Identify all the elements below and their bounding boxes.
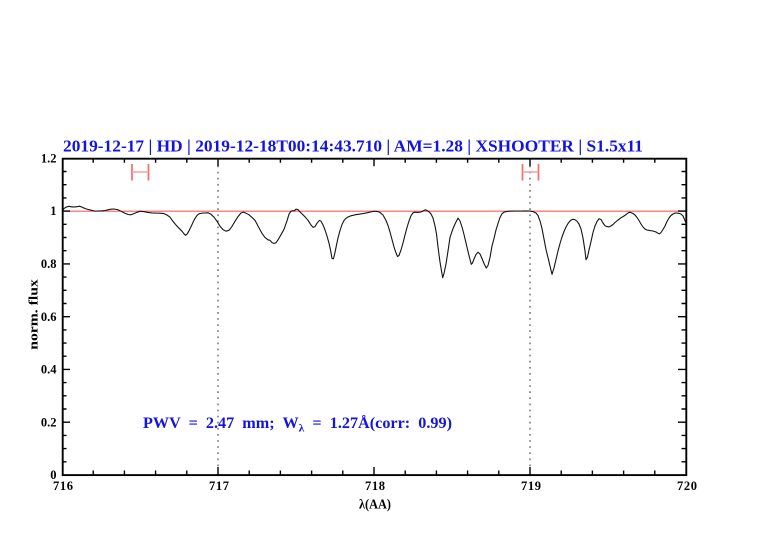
svg-text:717: 717 <box>209 479 229 493</box>
svg-text:0.8: 0.8 <box>41 257 57 271</box>
svg-text:720: 720 <box>677 479 697 493</box>
svg-text:PWV = 2.47 mm; Wλ = 1.27: PWV = 2.47 mm; Wλ = 1.27Å(corr: 0.99) <box>143 415 452 435</box>
svg-text:1.2: 1.2 <box>41 151 57 165</box>
svg-text:0.6: 0.6 <box>41 310 57 324</box>
svg-text:2019-12-17 | HD | 2019-12-18T0: 2019-12-17 | HD | 2019-12-18T00:14:43.71… <box>63 137 643 156</box>
svg-text:λ(AA): λ(AA) <box>359 498 391 513</box>
svg-text:719: 719 <box>521 479 541 493</box>
svg-text:716: 716 <box>53 479 73 493</box>
svg-text:1: 1 <box>50 204 56 218</box>
svg-text:0: 0 <box>50 468 56 482</box>
svg-text:718: 718 <box>365 479 385 493</box>
svg-text:norm. flux: norm. flux <box>26 279 41 350</box>
svg-text:0.4: 0.4 <box>41 363 57 377</box>
svg-text:0.2: 0.2 <box>41 415 57 429</box>
